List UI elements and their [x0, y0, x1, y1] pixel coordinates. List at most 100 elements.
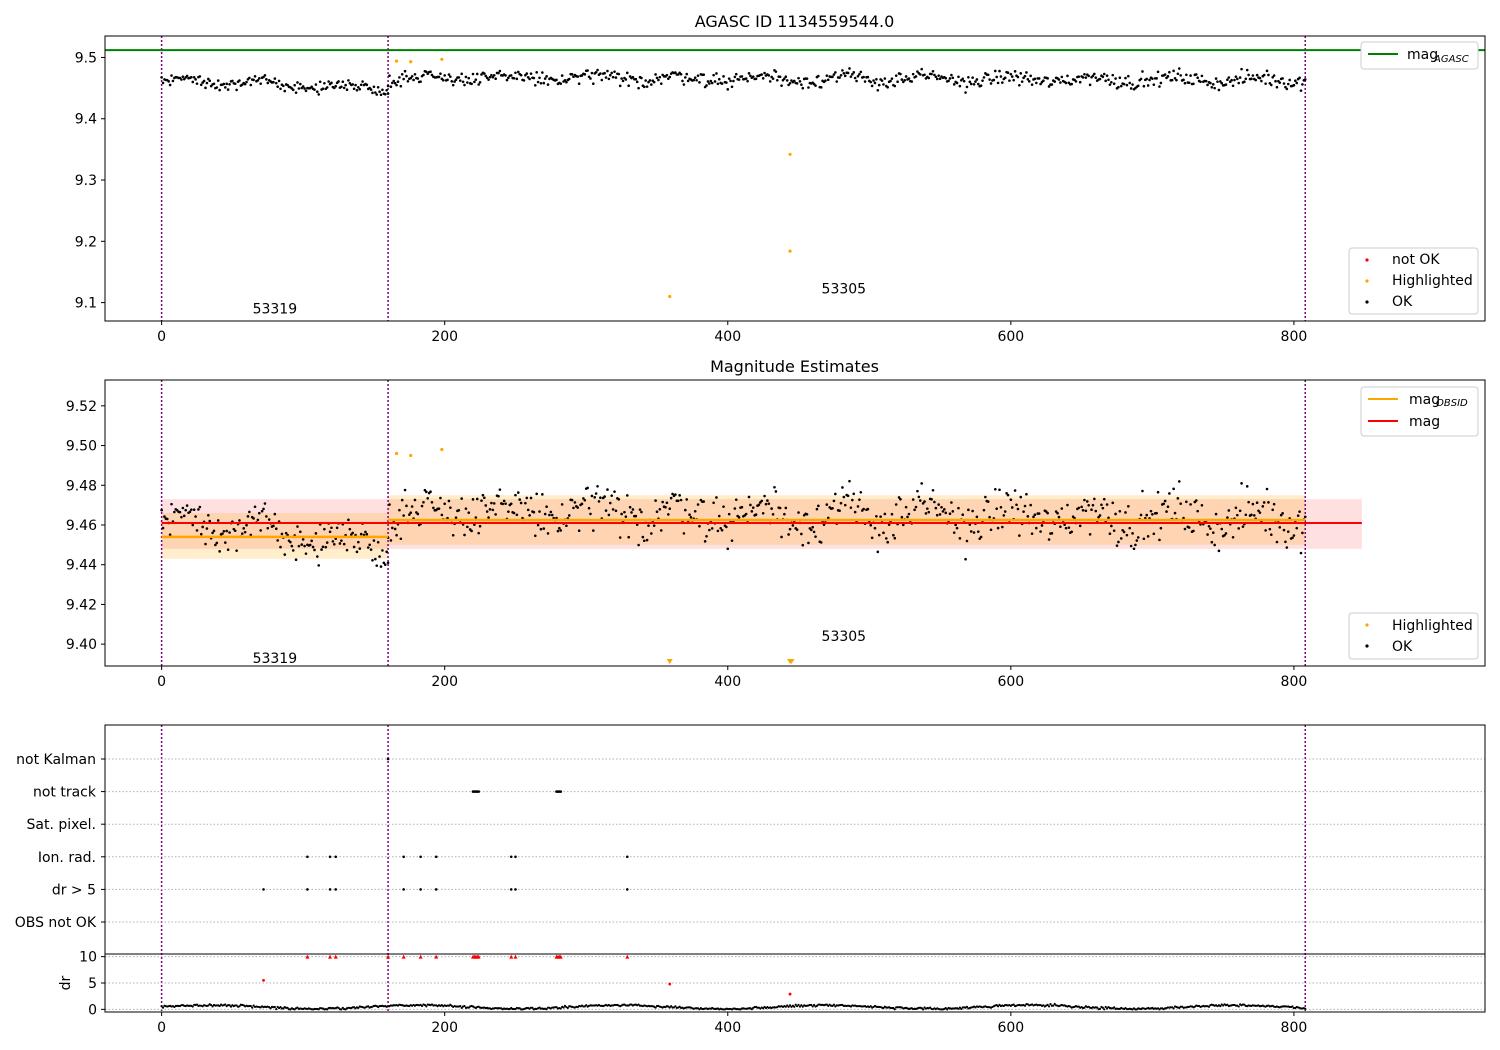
ok-point [1136, 536, 1140, 539]
ok-point [498, 488, 502, 491]
ok-point [1183, 527, 1187, 531]
ok-point [1301, 83, 1304, 86]
ok-point [194, 515, 197, 518]
ok-point [338, 542, 342, 545]
ok-point [359, 532, 363, 536]
ok-point [855, 79, 858, 83]
ok-point [274, 527, 278, 531]
ok-point [1101, 506, 1105, 510]
ok-point [443, 502, 446, 506]
highlighted-legend-marker [1365, 623, 1369, 627]
y-tick-label: 9.4 [75, 112, 97, 128]
ok-point [1282, 82, 1286, 85]
ok-point [509, 74, 513, 77]
y-tick-label: 0 [88, 1002, 97, 1018]
ok-point [439, 496, 442, 500]
ok-point [161, 81, 165, 85]
ok-point [774, 70, 778, 73]
ok-point [1216, 80, 1219, 83]
ok-point [852, 71, 856, 74]
ok-point [944, 76, 948, 80]
ok-point [558, 526, 561, 530]
ok-point [376, 540, 380, 544]
ok-point [1152, 532, 1156, 536]
dr-capped-outlier [418, 954, 423, 959]
ok-point [1223, 533, 1226, 537]
ok-point [458, 79, 462, 82]
ok-point [814, 84, 817, 87]
ok-point [457, 508, 461, 512]
dr-point [1023, 1004, 1027, 1007]
ok-point [611, 75, 615, 79]
ok-point [192, 75, 196, 79]
ok-point [664, 505, 667, 509]
ok-point [272, 80, 275, 84]
ok-point [470, 529, 473, 533]
flag-point [419, 888, 422, 891]
ok-point [308, 543, 312, 547]
ok-point [846, 494, 850, 498]
ok-point [722, 505, 725, 508]
ok-point [1056, 511, 1059, 515]
ok-point [555, 516, 558, 520]
ok-point [708, 528, 711, 532]
ok-point [749, 503, 752, 507]
ok-point [259, 529, 262, 532]
ok-point [934, 506, 938, 510]
ok-point [1088, 533, 1092, 536]
ok-point [381, 549, 384, 552]
ok-point [1050, 532, 1054, 535]
ok-point [995, 507, 998, 510]
ok-point [688, 513, 691, 517]
ok-point [170, 502, 173, 506]
ok-point [1131, 83, 1134, 86]
ok-point [698, 524, 701, 528]
ok-point [916, 489, 919, 493]
ok-point [846, 71, 850, 75]
ok-point [1156, 70, 1160, 74]
ok-point [386, 561, 390, 565]
ok-point [1192, 529, 1195, 533]
ok-point [600, 78, 604, 82]
ok-point [1009, 72, 1013, 76]
ok-point [682, 83, 686, 86]
ok-point [1271, 75, 1274, 79]
ok-point [965, 85, 969, 89]
ok-point [340, 85, 343, 89]
ok-point [693, 509, 697, 513]
ok-point [430, 73, 434, 77]
ok-point [1085, 500, 1089, 503]
ok-point [1156, 490, 1160, 494]
ok-point [316, 90, 319, 94]
ok-point [1284, 540, 1287, 544]
ok-point [283, 89, 287, 93]
ok-point [402, 514, 405, 517]
dr-point [997, 1005, 1000, 1008]
ok-point [894, 503, 898, 506]
ok-point [819, 86, 823, 89]
ok-point [198, 505, 202, 509]
ok-point [1013, 489, 1017, 492]
ok-point [689, 516, 693, 519]
flag-category-label: not Kalman [16, 752, 96, 768]
x-tick-label: 800 [1281, 1020, 1308, 1036]
ok-point [975, 515, 979, 519]
ok-point [1231, 84, 1235, 88]
ok-point [797, 511, 800, 514]
dr-point [1113, 1006, 1116, 1009]
ok-point [1102, 72, 1106, 76]
ok-point [265, 78, 268, 81]
ok-point [207, 77, 210, 81]
ok-point [1258, 76, 1262, 80]
ok-point [1272, 74, 1276, 77]
ok-point [485, 510, 489, 513]
ok-point [1050, 83, 1054, 86]
highlighted-point [440, 447, 444, 452]
ok-point [702, 73, 706, 77]
dr-point [296, 1006, 299, 1009]
ok-point [962, 79, 966, 83]
flag-point [434, 855, 438, 859]
ok-point [515, 513, 519, 517]
ok-point [1110, 80, 1113, 84]
ok-point [1064, 81, 1068, 85]
